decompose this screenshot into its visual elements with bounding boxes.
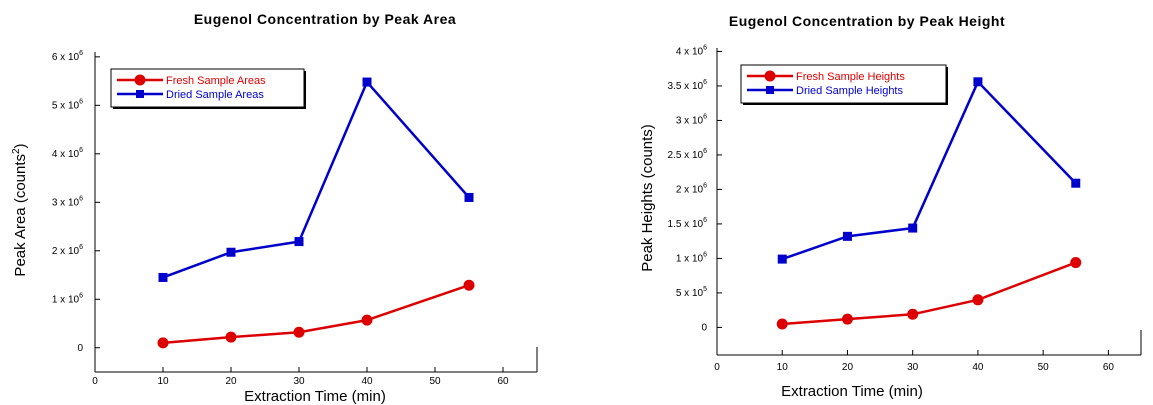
series-line-dried <box>162 79 470 279</box>
y-axis-label: Peak Area (counts2) <box>11 143 29 276</box>
y-tick-label: 0 <box>701 322 707 333</box>
y-tick-label: 2 x 106 <box>676 182 707 195</box>
legend-label: Fresh Sample Areas <box>166 75 266 87</box>
legend-label: Fresh Sample Heights <box>796 71 905 83</box>
x-tick-label: 60 <box>1103 362 1115 373</box>
x-tick-label: 20 <box>842 362 854 373</box>
x-axis-label: Extraction Time (min) <box>781 383 923 400</box>
chart-title: Eugenol Concentration by Peak Height <box>729 13 1005 29</box>
data-point <box>294 237 304 247</box>
x-tick-label: 0 <box>714 362 720 373</box>
data-point <box>158 272 168 282</box>
legend-marker <box>134 74 146 86</box>
data-point <box>841 313 853 325</box>
data-point <box>777 254 787 264</box>
data-point <box>464 192 474 202</box>
x-tick-label: 40 <box>361 376 373 387</box>
data-point <box>973 77 983 87</box>
x-tick-label: 20 <box>225 376 237 387</box>
data-point <box>293 326 305 338</box>
legend-marker <box>764 70 776 82</box>
y-tick-label: 5 x 106 <box>52 98 83 111</box>
data-point <box>226 247 236 257</box>
y-tick-label: 1 x 106 <box>676 251 707 264</box>
x-tick-label: 10 <box>157 376 169 387</box>
y-tick-label: 5 x 105 <box>676 286 707 299</box>
legend-box <box>110 68 305 108</box>
legend-marker <box>766 86 774 94</box>
data-point <box>972 294 984 306</box>
y-tick-label: 2 x 106 <box>52 244 83 257</box>
y-axis-label-main: Peak Area (counts <box>12 154 29 277</box>
data-point <box>361 314 373 326</box>
x-tick-label: 40 <box>972 362 984 373</box>
data-point <box>1070 257 1082 269</box>
series-line-dried <box>781 79 1077 261</box>
peak-area-chart: Eugenol Concentration by Peak Area Extra… <box>11 11 538 405</box>
y-tick-label: 4 x 106 <box>52 147 83 160</box>
data-point <box>463 279 475 291</box>
y-tick-label: 4 x 106 <box>676 44 707 57</box>
legend-marker <box>136 90 144 98</box>
x-tick-label: 10 <box>777 362 789 373</box>
y-tick-label: 1.5 x 106 <box>668 217 708 230</box>
chart-title: Eugenol Concentration by Peak Area <box>194 11 456 27</box>
x-axis-label: Extraction Time (min) <box>244 388 386 405</box>
x-tick-label: 60 <box>497 376 509 387</box>
chart-panel-peak-height: Eugenol Concentration by Peak Height Ext… <box>575 0 1153 405</box>
y-tick-label: 3.5 x 106 <box>668 79 708 92</box>
y-tick-label: 0 <box>77 343 83 354</box>
data-point <box>842 231 852 241</box>
x-tick-label: 0 <box>92 376 98 387</box>
series-line-fresh <box>162 284 470 345</box>
legend-box <box>740 64 947 104</box>
y-axis-label-sup: 2 <box>11 148 22 154</box>
data-point <box>776 318 788 330</box>
legend-label: Dried Sample Heights <box>796 85 903 97</box>
data-point <box>908 223 918 233</box>
x-tick-label: 30 <box>907 362 919 373</box>
series-line-fresh <box>782 261 1077 326</box>
x-tick-label: 50 <box>1038 362 1050 373</box>
y-tick-label: 6 x 106 <box>52 50 83 63</box>
data-point <box>907 308 919 320</box>
data-point <box>225 331 237 343</box>
y-axis-label-end: ) <box>12 143 29 148</box>
y-axis-label-main: Peak Heights (counts) <box>639 124 656 272</box>
data-point <box>362 77 372 87</box>
y-tick-label: 3 x 106 <box>676 113 707 126</box>
y-tick-label: 1 x 106 <box>52 292 83 305</box>
y-axis-label: Peak Heights (counts) <box>639 124 656 272</box>
chart-panel-peak-area: Eugenol Concentration by Peak Area Extra… <box>0 0 570 405</box>
y-tick-label: 2.5 x 106 <box>668 148 708 161</box>
data-point <box>1071 178 1081 188</box>
x-tick-label: 30 <box>293 376 305 387</box>
legend-label: Dried Sample Areas <box>166 89 264 101</box>
x-tick-label: 50 <box>429 376 441 387</box>
y-tick-label: 3 x 106 <box>52 195 83 208</box>
peak-height-chart: Eugenol Concentration by Peak Height Ext… <box>639 13 1142 400</box>
data-point <box>157 337 169 349</box>
